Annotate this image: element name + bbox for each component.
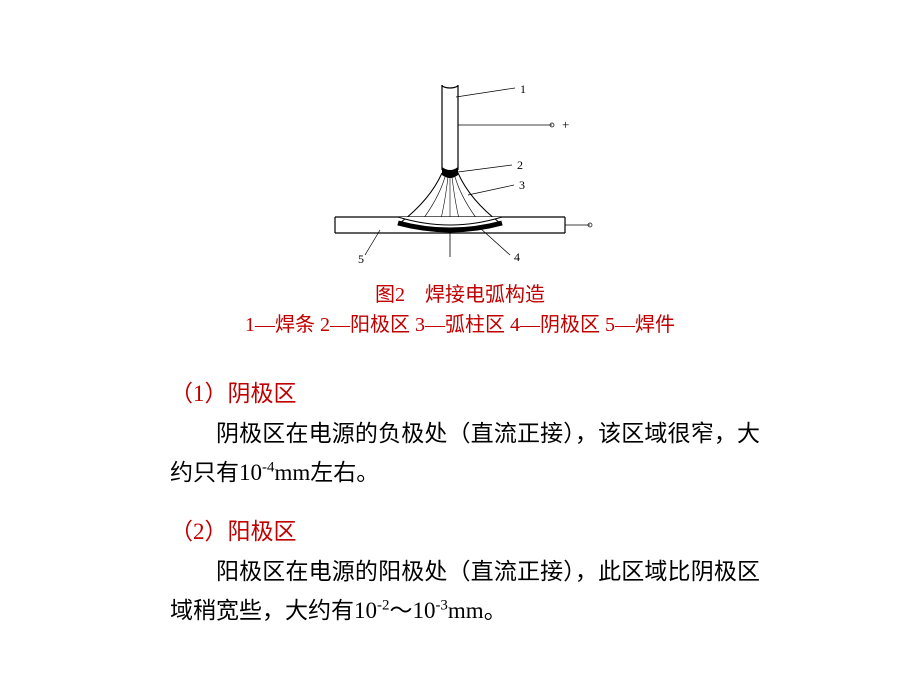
section2-heading: （2）阳极区 xyxy=(170,511,760,552)
diagram-label-4: 4 xyxy=(514,250,520,264)
diagram-plus-terminal: + xyxy=(562,117,569,132)
section2-body: 阳极区在电源的阳极处（直流正接），此区域比阴极区域稍宽些，大约有10-2～10-… xyxy=(170,552,760,630)
section2-range-sep: ～ xyxy=(389,598,412,623)
diagram-svg: 1 + 2 3 4 5 xyxy=(290,85,630,265)
section1-heading: （1）阴极区 xyxy=(170,373,760,414)
diagram-label-3: 3 xyxy=(519,178,525,192)
diagram-label-5: 5 xyxy=(358,252,364,265)
section1-value-base: 10 xyxy=(239,460,262,485)
diagram-label-1: 1 xyxy=(520,85,526,96)
arc-structure-diagram: 1 + 2 3 4 5 xyxy=(290,85,630,265)
section2-v2-base: 10 xyxy=(412,598,435,623)
section2-text-post: 。 xyxy=(484,598,507,623)
section1-value-exp: -4 xyxy=(262,460,274,476)
section2-v1-base: 10 xyxy=(354,598,377,623)
section1-body: 阴极区在电源的负极处（直流正接），该区域很窄，大约只有10-4mm左右。 xyxy=(170,414,760,492)
section1-text-post: 左右。 xyxy=(310,460,379,485)
section1-unit: mm xyxy=(274,460,310,485)
figure-caption: 图2 焊接电弧构造 1—焊条 2—阳极区 3—弧柱区 4—阴极区 5—焊件 xyxy=(0,280,920,340)
section2-unit: mm xyxy=(448,598,484,623)
caption-title: 图2 焊接电弧构造 xyxy=(0,280,920,310)
section2-v2-exp: -3 xyxy=(435,597,447,613)
diagram-label-2: 2 xyxy=(517,158,523,172)
caption-legend: 1—焊条 2—阳极区 3—弧柱区 4—阴极区 5—焊件 xyxy=(0,310,920,340)
body-content: （1）阴极区 阴极区在电源的负极处（直流正接），该区域很窄，大约只有10-4mm… xyxy=(170,365,760,630)
section2-v1-exp: -2 xyxy=(377,597,389,613)
